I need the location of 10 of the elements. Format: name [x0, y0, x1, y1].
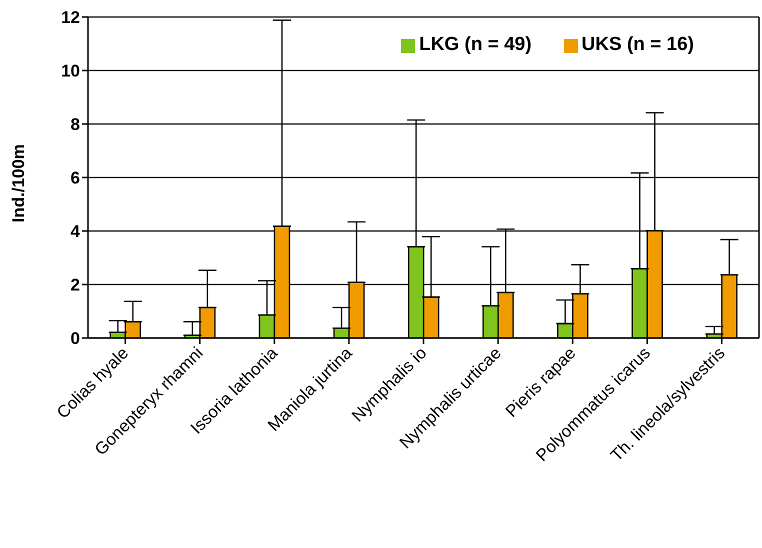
- y-axis-title: Ind./100m: [9, 144, 28, 222]
- y-tick-label: 0: [70, 329, 80, 348]
- y-tick-label: 10: [61, 62, 80, 81]
- y-tick-label: 4: [70, 222, 81, 242]
- y-tick-label: 2: [70, 276, 80, 295]
- legend-label: UKS (n = 16): [582, 34, 694, 55]
- legend-label: LKG (n = 49): [419, 34, 532, 55]
- y-tick-label: 6: [70, 168, 80, 188]
- y-tick-label: 8: [70, 115, 80, 134]
- y-tick-label: 12: [61, 8, 80, 28]
